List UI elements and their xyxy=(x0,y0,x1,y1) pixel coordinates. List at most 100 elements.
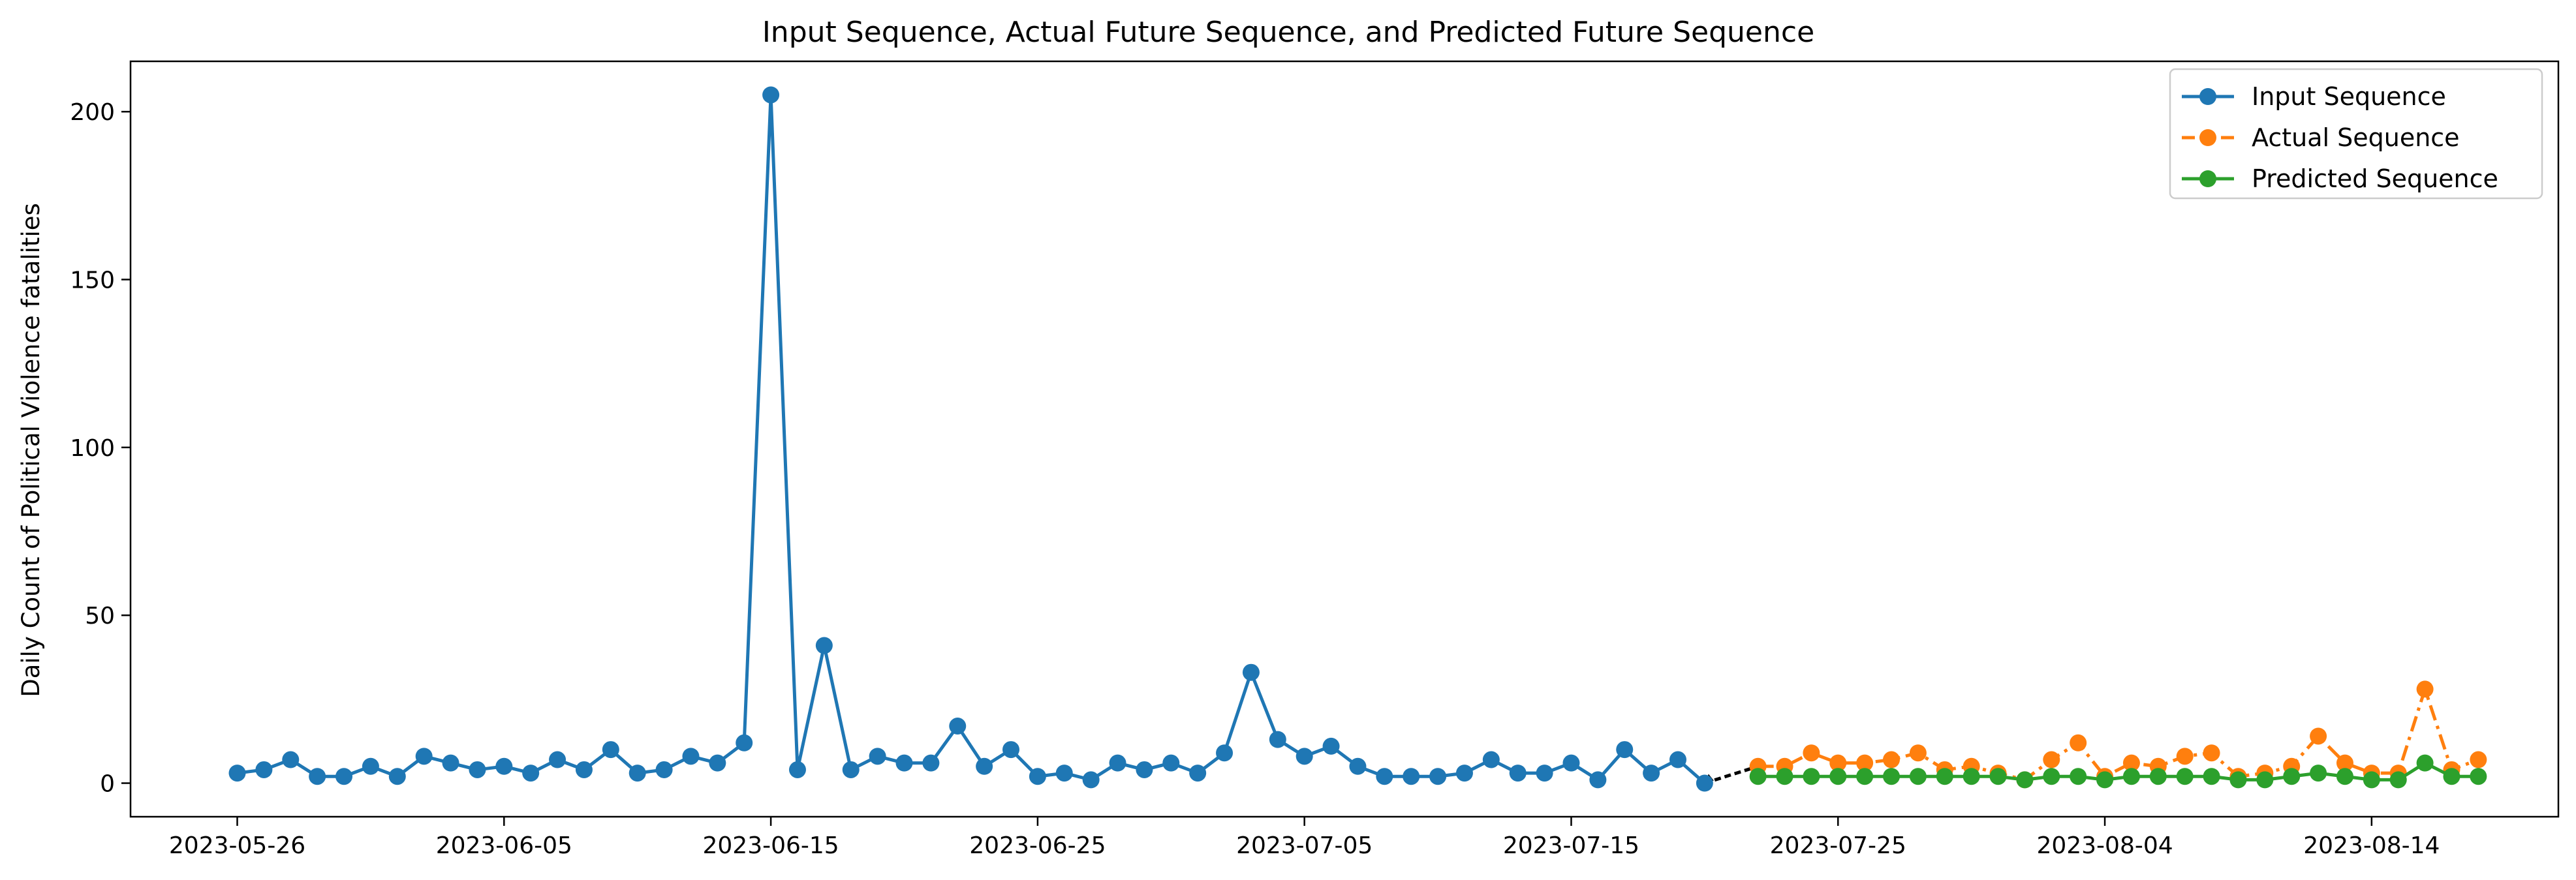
data-point xyxy=(1509,765,1527,782)
data-point xyxy=(736,734,753,751)
data-point xyxy=(1242,663,1260,681)
data-point xyxy=(1616,741,1634,759)
data-point xyxy=(788,761,806,778)
data-point xyxy=(1562,754,1580,772)
data-point xyxy=(2310,765,2327,782)
data-point xyxy=(922,754,940,772)
data-point xyxy=(2470,768,2487,785)
data-point xyxy=(1189,765,1207,782)
data-point xyxy=(976,757,993,775)
data-point xyxy=(2070,768,2087,785)
x-tick-label: 2023-07-05 xyxy=(1236,832,1373,859)
data-point xyxy=(2283,768,2301,785)
y-axis: 0 50 100 150 200 xyxy=(70,99,131,798)
data-point xyxy=(1136,761,1153,778)
data-point xyxy=(1002,741,1020,759)
x-tick-label: 2023-08-14 xyxy=(2303,832,2440,859)
data-point xyxy=(575,761,593,778)
x-tick-label: 2023-06-05 xyxy=(436,832,572,859)
data-point xyxy=(255,761,273,778)
data-point xyxy=(2443,768,2460,785)
data-point xyxy=(2043,768,2060,785)
data-point xyxy=(1482,751,1500,768)
data-point xyxy=(309,768,326,785)
data-point xyxy=(522,765,540,782)
data-point xyxy=(335,768,353,785)
data-point xyxy=(2363,771,2380,789)
data-point xyxy=(628,765,646,782)
legend-label: Predicted Sequence xyxy=(2252,164,2498,193)
plot-area-frame xyxy=(129,60,2560,818)
x-tick-label: 2023-06-25 xyxy=(969,832,1106,859)
data-point xyxy=(2122,754,2140,772)
data-point xyxy=(682,748,700,765)
data-point xyxy=(1296,748,1313,765)
data-point xyxy=(388,768,406,785)
data-point xyxy=(1883,768,1901,785)
x-axis: 2023-05-26 2023-06-05 2023-06-15 2023-06-25… xyxy=(169,817,2440,859)
data-point xyxy=(2149,768,2167,785)
data-point xyxy=(2416,754,2434,772)
data-point xyxy=(2096,771,2114,789)
plot-series xyxy=(228,86,2487,792)
legend-swatch-marker xyxy=(2199,88,2216,105)
y-tick-label: 200 xyxy=(70,99,115,126)
data-point xyxy=(469,761,486,778)
x-tick-label: 2023-07-15 xyxy=(1503,832,1639,859)
data-point xyxy=(2122,768,2140,785)
series-line xyxy=(1758,687,2479,781)
legend-swatch-marker xyxy=(2199,170,2216,187)
data-point xyxy=(1455,765,1473,782)
data-point xyxy=(1082,771,1100,789)
data-point xyxy=(895,754,913,772)
data-point xyxy=(442,754,459,772)
data-point xyxy=(1589,771,1607,789)
data-point xyxy=(869,748,886,765)
data-point xyxy=(1029,768,1046,785)
data-point xyxy=(815,637,833,654)
data-point xyxy=(2070,734,2087,751)
data-point xyxy=(2043,751,2060,768)
data-point xyxy=(602,741,619,759)
legend-label: Actual Sequence xyxy=(2252,123,2460,152)
data-point xyxy=(495,757,513,775)
data-point xyxy=(228,765,246,782)
data-point xyxy=(1829,768,1847,785)
data-point xyxy=(1749,768,1767,785)
data-point xyxy=(2389,771,2407,789)
y-axis-label: Daily Count of Political Violence fatali… xyxy=(17,203,45,697)
series-predicted xyxy=(1749,754,2487,789)
data-point xyxy=(1936,768,1953,785)
data-point xyxy=(1536,765,1553,782)
data-point xyxy=(2203,744,2220,762)
data-point xyxy=(2256,771,2274,789)
data-point xyxy=(549,751,566,768)
data-point xyxy=(1829,754,1847,772)
data-point xyxy=(1963,768,1980,785)
data-point xyxy=(1109,754,1126,772)
data-point xyxy=(415,748,433,765)
series-line xyxy=(237,93,1706,785)
data-point xyxy=(1269,731,1286,748)
data-point xyxy=(1162,754,1180,772)
data-point xyxy=(2336,768,2353,785)
data-point xyxy=(2310,727,2327,745)
series-line xyxy=(1758,761,2479,781)
legend: Input Sequence Actual Sequence Predicted S… xyxy=(2169,68,2543,200)
data-point xyxy=(1989,768,2007,785)
data-point xyxy=(1669,751,1686,768)
legend-swatch-marker xyxy=(2199,129,2216,146)
chart-title: Input Sequence, Actual Future Sequence, … xyxy=(762,16,1814,49)
x-tick-label: 2023-07-25 xyxy=(1770,832,1906,859)
y-tick-label: 150 xyxy=(70,267,115,294)
data-point xyxy=(362,757,379,775)
y-tick-label: 50 xyxy=(85,603,115,630)
data-point xyxy=(1803,768,1820,785)
data-point xyxy=(1643,765,1660,782)
series-input xyxy=(228,86,1713,792)
x-tick-label: 2023-06-15 xyxy=(702,832,839,859)
data-point xyxy=(762,86,780,104)
data-point xyxy=(1055,765,1073,782)
data-point xyxy=(1376,768,1393,785)
data-point xyxy=(1696,774,1713,792)
